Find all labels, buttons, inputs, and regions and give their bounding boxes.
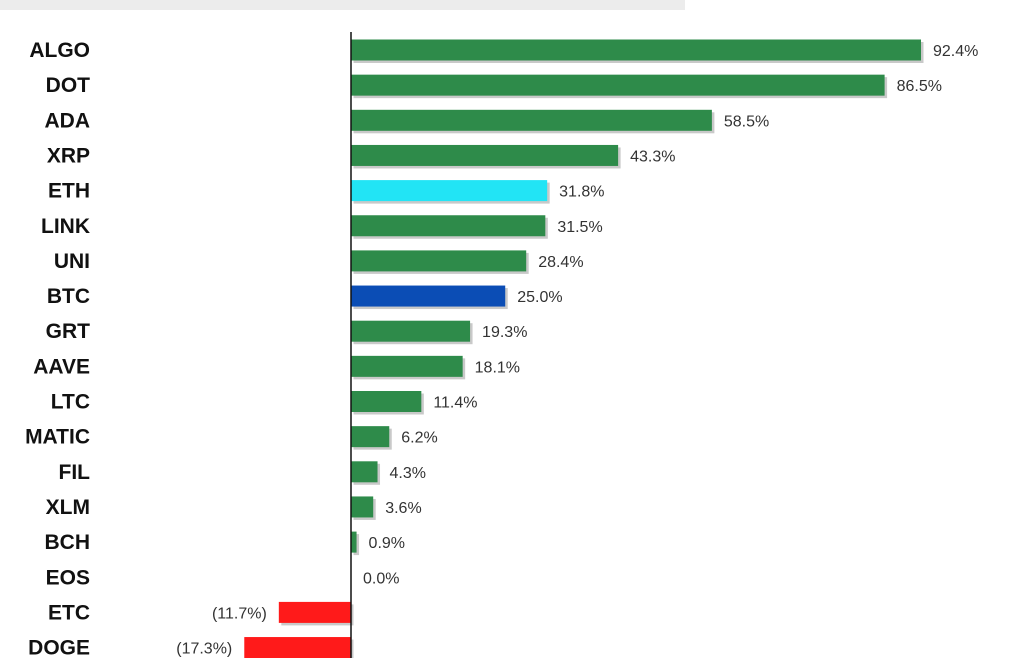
- category-label-aave: AAVE: [33, 355, 90, 378]
- value-label-dot: 86.5%: [897, 78, 942, 95]
- bar-algo: [351, 39, 921, 61]
- bar-uni: [351, 250, 527, 272]
- bar-fil: [351, 461, 378, 483]
- category-label-eth: ETH: [48, 180, 90, 203]
- bar-bch: [351, 531, 357, 553]
- bar-dot: [351, 74, 885, 96]
- value-label-btc: 25.0%: [517, 289, 562, 306]
- category-label-xlm: XLM: [46, 496, 90, 519]
- value-label-doge: (17.3%): [176, 641, 232, 658]
- category-label-doge: DOGE: [28, 637, 90, 658]
- bar-btc: [351, 285, 506, 307]
- value-label-uni: 28.4%: [538, 254, 583, 271]
- category-label-bch: BCH: [45, 531, 91, 554]
- value-label-ltc: 11.4%: [433, 395, 477, 412]
- category-label-btc: BTC: [47, 285, 90, 308]
- value-label-algo: 92.4%: [933, 43, 978, 60]
- bar-xlm: [351, 496, 374, 518]
- bar-eth: [351, 180, 548, 202]
- value-label-link: 31.5%: [557, 219, 602, 236]
- bar-etc: [278, 601, 351, 623]
- value-label-bch: 0.9%: [369, 535, 405, 552]
- value-label-fil: 4.3%: [390, 465, 426, 482]
- category-label-etc: ETC: [48, 601, 90, 624]
- category-label-algo: ALGO: [29, 39, 90, 62]
- value-label-xrp: 43.3%: [630, 148, 675, 165]
- category-label-fil: FIL: [59, 461, 91, 484]
- value-label-aave: 18.1%: [475, 359, 520, 376]
- category-label-ltc: LTC: [51, 391, 90, 414]
- bar-doge: [244, 637, 351, 658]
- category-label-uni: UNI: [54, 250, 90, 273]
- category-label-xrp: XRP: [47, 144, 90, 167]
- category-label-ada: ADA: [45, 109, 91, 132]
- bar-link: [351, 215, 546, 237]
- bar-aave: [351, 355, 463, 377]
- top-strip: [0, 0, 685, 10]
- category-label-matic: MATIC: [25, 426, 90, 449]
- category-label-eos: EOS: [46, 566, 90, 589]
- value-label-eth: 31.8%: [559, 184, 604, 201]
- category-label-link: LINK: [41, 215, 90, 238]
- bar-ltc: [351, 391, 422, 412]
- bar-matic: [351, 426, 390, 448]
- category-label-dot: DOT: [46, 74, 91, 97]
- bar-xrp: [351, 144, 619, 166]
- value-label-matic: 6.2%: [401, 430, 437, 447]
- category-label-grt: GRT: [46, 320, 91, 343]
- value-label-etc: (11.7%): [212, 605, 267, 622]
- value-label-grt: 19.3%: [482, 324, 527, 341]
- bar-grt: [351, 320, 471, 342]
- bar-ada: [351, 109, 712, 131]
- value-label-ada: 58.5%: [724, 113, 769, 130]
- value-label-eos: 0.0%: [363, 570, 399, 587]
- value-label-xlm: 3.6%: [385, 500, 421, 517]
